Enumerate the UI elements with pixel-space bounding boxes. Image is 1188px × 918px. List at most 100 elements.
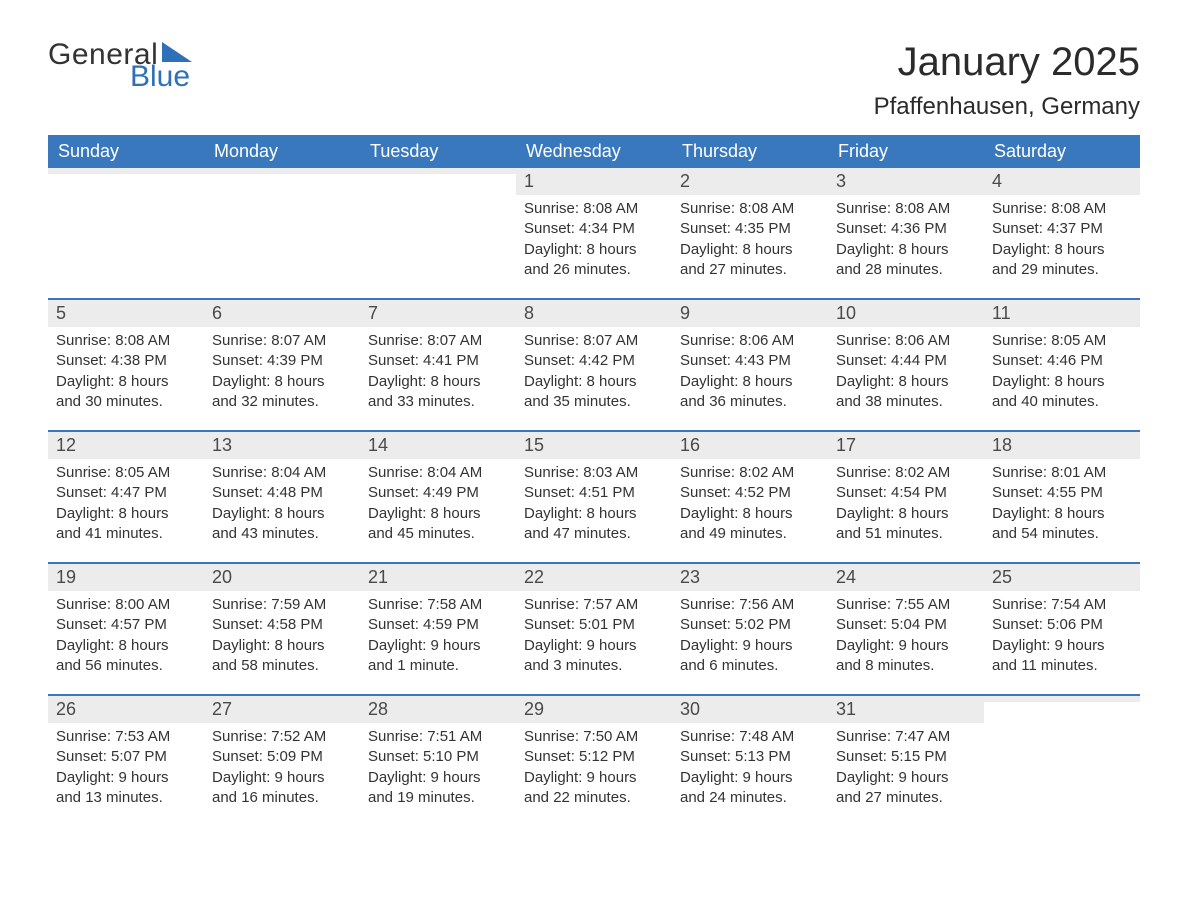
- day-body: Sunrise: 8:08 AMSunset: 4:34 PMDaylight:…: [516, 195, 672, 290]
- day-dl2: and 13 minutes.: [56, 788, 196, 808]
- day-number: 23: [680, 567, 700, 587]
- page-header: General Blue January 2025 Pfaffenhausen,…: [48, 40, 1140, 121]
- day-number: 16: [680, 435, 700, 455]
- day-dl2: and 38 minutes.: [836, 392, 976, 412]
- calendar-day: [360, 168, 516, 298]
- day-number: 30: [680, 699, 700, 719]
- day-dl2: and 56 minutes.: [56, 656, 196, 676]
- calendar-day: 16Sunrise: 8:02 AMSunset: 4:52 PMDayligh…: [672, 432, 828, 562]
- day-sunrise: Sunrise: 7:58 AM: [368, 595, 508, 615]
- day-sunrise: Sunrise: 8:00 AM: [56, 595, 196, 615]
- day-sunrise: Sunrise: 7:51 AM: [368, 727, 508, 747]
- calendar-day: 24Sunrise: 7:55 AMSunset: 5:04 PMDayligh…: [828, 564, 984, 694]
- day-number: 6: [212, 303, 222, 323]
- day-header: Thursday: [672, 135, 828, 168]
- day-sunrise: Sunrise: 8:07 AM: [524, 331, 664, 351]
- calendar-day: [984, 696, 1140, 826]
- day-dl1: Daylight: 9 hours: [836, 768, 976, 788]
- day-header: Friday: [828, 135, 984, 168]
- day-dl2: and 6 minutes.: [680, 656, 820, 676]
- day-dl2: and 35 minutes.: [524, 392, 664, 412]
- day-sunrise: Sunrise: 8:08 AM: [992, 199, 1132, 219]
- calendar-day: 31 Sunrise: 7:47 AMSunset: 5:15 PMDayligh…: [828, 696, 984, 826]
- day-body: Sunrise: 7:51 AMSunset: 5:10 PMDaylight:…: [360, 723, 516, 818]
- day-sunrise: Sunrise: 8:04 AM: [368, 463, 508, 483]
- day-number: 27: [212, 699, 232, 719]
- day-dl2: and 32 minutes.: [212, 392, 352, 412]
- day-body: Sunrise: 7:47 AMSunset: 5:15 PMDaylight:…: [828, 723, 984, 818]
- day-sunset: Sunset: 4:43 PM: [680, 351, 820, 371]
- day-body: Sunrise: 7:48 AMSunset: 5:13 PMDaylight:…: [672, 723, 828, 818]
- day-dl2: and 19 minutes.: [368, 788, 508, 808]
- calendar-day: [48, 168, 204, 298]
- day-body: Sunrise: 8:06 AMSunset: 4:43 PMDaylight:…: [672, 327, 828, 422]
- day-body: Sunrise: 7:57 AMSunset: 5:01 PMDaylight:…: [516, 591, 672, 686]
- day-sunset: Sunset: 4:41 PM: [368, 351, 508, 371]
- day-sunrise: Sunrise: 8:07 AM: [212, 331, 352, 351]
- day-sunrise: Sunrise: 7:48 AM: [680, 727, 820, 747]
- day-body: Sunrise: 8:00 AMSunset: 4:57 PMDaylight:…: [48, 591, 204, 686]
- day-dl1: Daylight: 9 hours: [992, 636, 1132, 656]
- day-sunset: Sunset: 4:42 PM: [524, 351, 664, 371]
- day-dl2: and 3 minutes.: [524, 656, 664, 676]
- day-dl2: and 51 minutes.: [836, 524, 976, 544]
- calendar-day: 12Sunrise: 8:05 AMSunset: 4:47 PMDayligh…: [48, 432, 204, 562]
- calendar-day: 29Sunrise: 7:50 AMSunset: 5:12 PMDayligh…: [516, 696, 672, 826]
- day-sunset: Sunset: 4:46 PM: [992, 351, 1132, 371]
- day-sunset: Sunset: 4:57 PM: [56, 615, 196, 635]
- day-header: Saturday: [984, 135, 1140, 168]
- day-sunset: Sunset: 4:36 PM: [836, 219, 976, 239]
- day-dl1: Daylight: 9 hours: [836, 636, 976, 656]
- calendar-day: 17Sunrise: 8:02 AMSunset: 4:54 PMDayligh…: [828, 432, 984, 562]
- day-dl1: Daylight: 8 hours: [680, 240, 820, 260]
- day-number: 7: [368, 303, 378, 323]
- day-number: 14: [368, 435, 388, 455]
- title-block: January 2025 Pfaffenhausen, Germany: [874, 40, 1140, 121]
- calendar-day: 1Sunrise: 8:08 AMSunset: 4:34 PMDaylight…: [516, 168, 672, 298]
- calendar-day: 30 Sunrise: 7:48 AMSunset: 5:13 PMDayligh…: [672, 696, 828, 826]
- day-dl2: and 33 minutes.: [368, 392, 508, 412]
- day-sunrise: Sunrise: 8:08 AM: [680, 199, 820, 219]
- calendar-day: 3Sunrise: 8:08 AMSunset: 4:36 PMDaylight…: [828, 168, 984, 298]
- day-dl1: Daylight: 8 hours: [524, 240, 664, 260]
- calendar-day: 9Sunrise: 8:06 AMSunset: 4:43 PMDaylight…: [672, 300, 828, 430]
- calendar-day: 20Sunrise: 7:59 AMSunset: 4:58 PMDayligh…: [204, 564, 360, 694]
- day-number: 18: [992, 435, 1012, 455]
- day-body: Sunrise: 8:08 AMSunset: 4:38 PMDaylight:…: [48, 327, 204, 422]
- day-dl1: Daylight: 9 hours: [56, 768, 196, 788]
- day-sunset: Sunset: 4:58 PM: [212, 615, 352, 635]
- day-dl1: Daylight: 8 hours: [680, 504, 820, 524]
- day-body: Sunrise: 8:04 AMSunset: 4:49 PMDaylight:…: [360, 459, 516, 554]
- day-sunrise: Sunrise: 7:59 AM: [212, 595, 352, 615]
- calendar-day: 22Sunrise: 7:57 AMSunset: 5:01 PMDayligh…: [516, 564, 672, 694]
- calendar-day: 5Sunrise: 8:08 AMSunset: 4:38 PMDaylight…: [48, 300, 204, 430]
- calendar-day: 19Sunrise: 8:00 AMSunset: 4:57 PMDayligh…: [48, 564, 204, 694]
- day-dl1: Daylight: 8 hours: [56, 372, 196, 392]
- day-header: Tuesday: [360, 135, 516, 168]
- day-body: Sunrise: 8:07 AMSunset: 4:39 PMDaylight:…: [204, 327, 360, 422]
- day-dl2: and 36 minutes.: [680, 392, 820, 412]
- day-sunset: Sunset: 5:02 PM: [680, 615, 820, 635]
- calendar-week: 19Sunrise: 8:00 AMSunset: 4:57 PMDayligh…: [48, 562, 1140, 694]
- day-dl1: Daylight: 8 hours: [56, 504, 196, 524]
- day-sunrise: Sunrise: 8:05 AM: [56, 463, 196, 483]
- day-dl2: and 43 minutes.: [212, 524, 352, 544]
- day-sunset: Sunset: 4:49 PM: [368, 483, 508, 503]
- day-body: Sunrise: 7:52 AMSunset: 5:09 PMDaylight:…: [204, 723, 360, 818]
- calendar-week: 1Sunrise: 8:08 AMSunset: 4:34 PMDaylight…: [48, 168, 1140, 298]
- day-body: Sunrise: 8:08 AMSunset: 4:35 PMDaylight:…: [672, 195, 828, 290]
- day-dl1: Daylight: 8 hours: [680, 372, 820, 392]
- day-number: 20: [212, 567, 232, 587]
- day-sunrise: Sunrise: 7:50 AM: [524, 727, 664, 747]
- day-sunset: Sunset: 5:12 PM: [524, 747, 664, 767]
- day-sunset: Sunset: 4:37 PM: [992, 219, 1132, 239]
- day-sunrise: Sunrise: 8:08 AM: [524, 199, 664, 219]
- day-dl2: and 26 minutes.: [524, 260, 664, 280]
- day-dl2: and 54 minutes.: [992, 524, 1132, 544]
- day-sunrise: Sunrise: 8:07 AM: [368, 331, 508, 351]
- day-number: 8: [524, 303, 534, 323]
- calendar-week: 12Sunrise: 8:05 AMSunset: 4:47 PMDayligh…: [48, 430, 1140, 562]
- day-number: 31: [836, 699, 856, 719]
- day-sunset: Sunset: 4:39 PM: [212, 351, 352, 371]
- day-body: Sunrise: 7:58 AMSunset: 4:59 PMDaylight:…: [360, 591, 516, 686]
